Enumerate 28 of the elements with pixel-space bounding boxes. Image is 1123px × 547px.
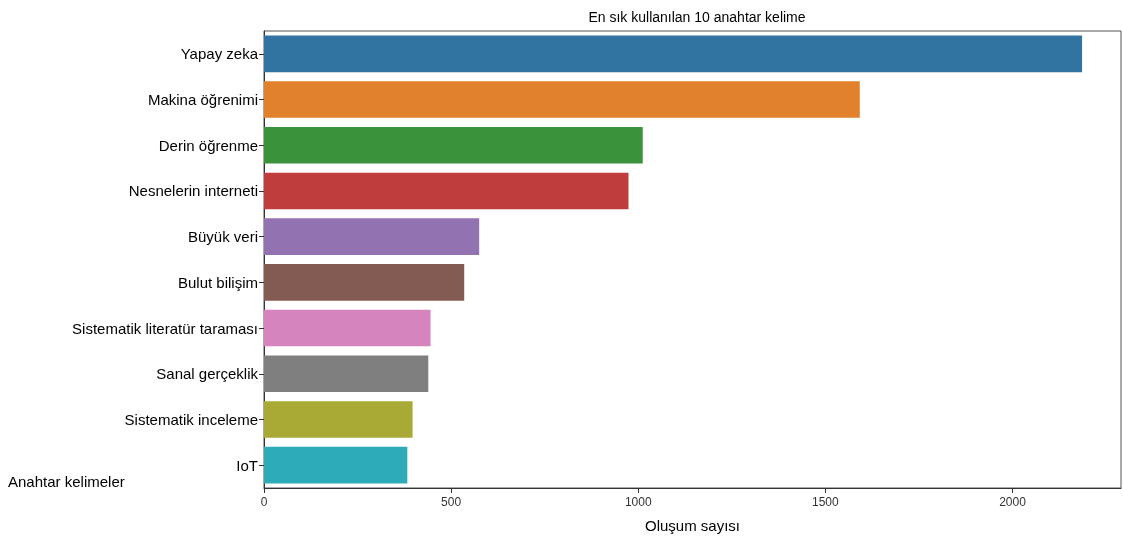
y-tick-label: Sistematik inceleme <box>124 410 258 428</box>
y-tick-label: Bulut bilişim <box>177 273 258 291</box>
bar <box>264 81 860 118</box>
x-tick-label: 500 <box>441 495 462 509</box>
y-tick-label: Nesnelerin interneti <box>128 182 258 200</box>
bar <box>264 126 643 164</box>
x-tick-label: 1000 <box>624 495 652 509</box>
y-tick-label: Büyük veri <box>187 228 258 246</box>
bar <box>264 355 429 393</box>
x-tick-label: 2000 <box>999 495 1027 509</box>
y-tick-label: IoT <box>236 456 258 474</box>
bar <box>264 309 431 347</box>
bar <box>264 218 480 255</box>
y-tick-label: Sistematik literatür taraması <box>72 319 258 337</box>
bar <box>264 172 629 210</box>
y-tick-label: Yapay zeka <box>180 45 259 63</box>
bar <box>264 264 465 301</box>
y-axis-title: Anahtar kelimeler <box>8 473 125 490</box>
x-tick-label: 0 <box>260 495 268 509</box>
bar <box>264 401 413 438</box>
x-axis-title: Oluşum sayısı <box>644 517 741 534</box>
bar <box>264 35 1083 73</box>
y-tick-label: Derin öğrenme <box>158 136 258 154</box>
bar <box>264 446 408 484</box>
y-tick-label: Makina öğrenimi <box>147 91 258 109</box>
x-tick-label: 1500 <box>812 495 840 509</box>
chart-title: En sık kullanılan 10 anahtar kelime <box>588 9 806 25</box>
y-tick-label: Sanal gerçeklik <box>156 365 259 383</box>
